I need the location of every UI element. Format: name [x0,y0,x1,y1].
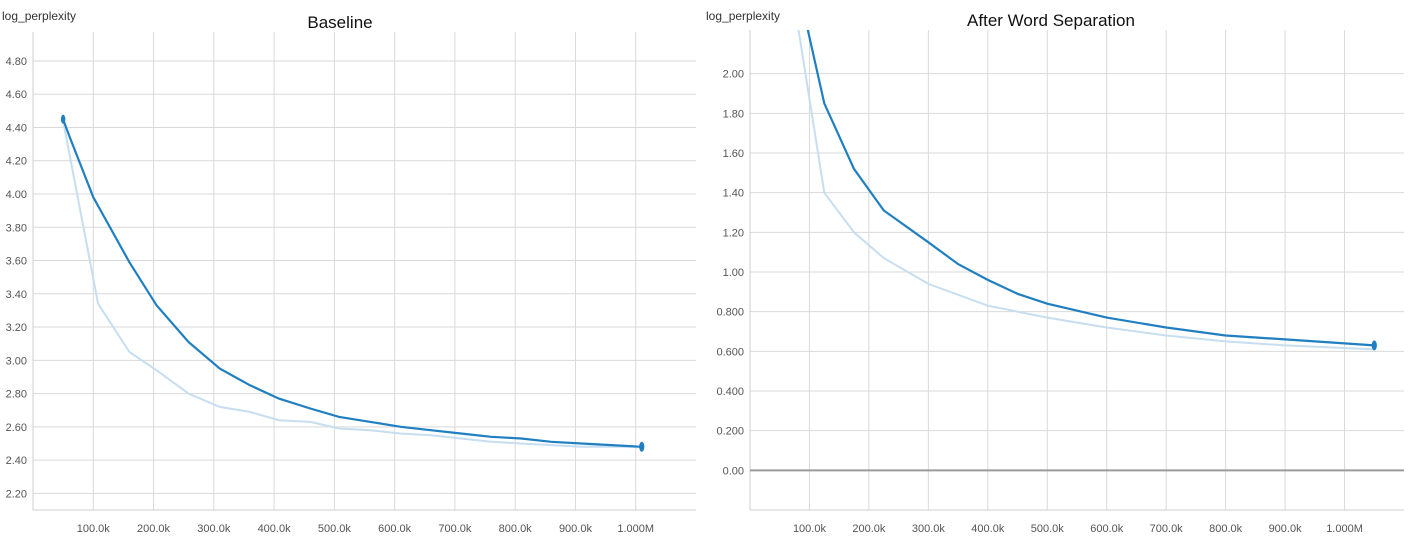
y-tick-label: 2.40 [6,455,27,467]
chart-title: After Word Separation [967,11,1135,30]
y-gridlines [750,73,1404,471]
after-word-separation-chart: 0.00 0.200 0.400 0.600 0.800 1.00 1.20 1.40 1.60… [704,0,1408,540]
y-tick-label: 3.40 [6,289,27,301]
y-tick-labels: 2.20 2.40 2.60 2.80 3.00 3.20 3.40 3.60 3.80 4.00… [6,56,27,500]
baseline-chart: 2.20 2.40 2.60 2.80 3.00 3.20 3.40 3.60 3.80 4.00… [0,0,700,540]
series-layer [797,30,1377,351]
y-tick-label: 0.400 [716,386,744,398]
y-axis-label: log_perplexity [2,9,76,23]
x-tick-label: 200.0k [852,523,886,535]
y-tick-label: 3.00 [6,355,27,367]
smoothed-series-line [62,118,642,448]
y-tick-label: 4.80 [6,56,27,68]
y-tick-label: 3.20 [6,322,27,334]
y-tick-label: 1.60 [723,148,744,160]
y-tick-label: 4.20 [6,156,27,168]
x-tick-label: 800.0k [499,523,533,535]
x-tick-labels: 100.0k 200.0k 300.0k 400.0k 500.0k 600.0k 700.… [77,523,654,535]
y-tick-label: 1.40 [723,188,744,200]
x-tick-label: 400.0k [971,523,1005,535]
y-tick-label: 0.00 [723,465,744,477]
raw-series-line [797,30,1375,351]
y-tick-label: 4.40 [6,122,27,134]
x-tick-label: 600.0k [378,523,412,535]
y-tick-label: 1.00 [723,267,744,279]
x-tick-labels: 100.0k 200.0k 300.0k 400.0k 500.0k 600.0k 700.… [793,523,1363,535]
x-tick-label: 400.0k [258,523,292,535]
x-tick-label: 700.0k [438,523,472,535]
y-axis-label: log_perplexity [706,9,780,23]
smoothed-series-line [806,30,1375,347]
y-tick-label: 3.60 [6,256,27,268]
y-tick-label: 0.200 [716,426,744,438]
x-tick-label: 200.0k [137,523,171,535]
y-tick-labels: 0.00 0.200 0.400 0.600 0.800 1.00 1.20 1.40 1.60… [716,69,744,478]
raw-series-line [62,120,642,448]
x-tick-label: 300.0k [197,523,231,535]
x-tick-label: 900.0k [559,523,593,535]
y-tick-label: 1.80 [723,108,744,120]
y-tick-label: 2.80 [6,389,27,401]
axes [749,30,1404,511]
x-tick-label: 500.0k [1031,523,1065,535]
x-tick-label: 800.0k [1209,523,1243,535]
y-tick-label: 4.60 [6,89,27,101]
x-tick-label: 100.0k [77,523,111,535]
y-tick-label: 0.800 [716,307,744,319]
y-tick-label: 3.80 [6,222,27,234]
series-start-marker [60,114,66,124]
y-tick-label: 4.00 [6,189,27,201]
x-tick-label: 1.000M [617,523,654,535]
series-layer [60,114,645,452]
x-gridlines [92,32,637,510]
axes [32,32,696,511]
series-end-marker [639,441,645,452]
x-tick-label: 900.0k [1269,523,1303,535]
y-gridlines [33,60,696,494]
y-tick-label: 2.00 [723,69,744,81]
x-tick-label: 100.0k [793,523,827,535]
x-tick-label: 600.0k [1090,523,1124,535]
y-tick-label: 2.20 [6,488,27,500]
y-tick-label: 1.20 [723,227,744,239]
x-tick-label: 700.0k [1150,523,1184,535]
x-gridlines [808,30,1346,510]
chart-title: Baseline [307,13,372,32]
x-tick-label: 300.0k [912,523,946,535]
y-tick-label: 2.60 [6,422,27,434]
series-end-marker [1371,340,1377,351]
x-tick-label: 500.0k [318,523,352,535]
y-tick-label: 0.600 [716,346,744,358]
x-tick-label: 1.000M [1326,523,1363,535]
